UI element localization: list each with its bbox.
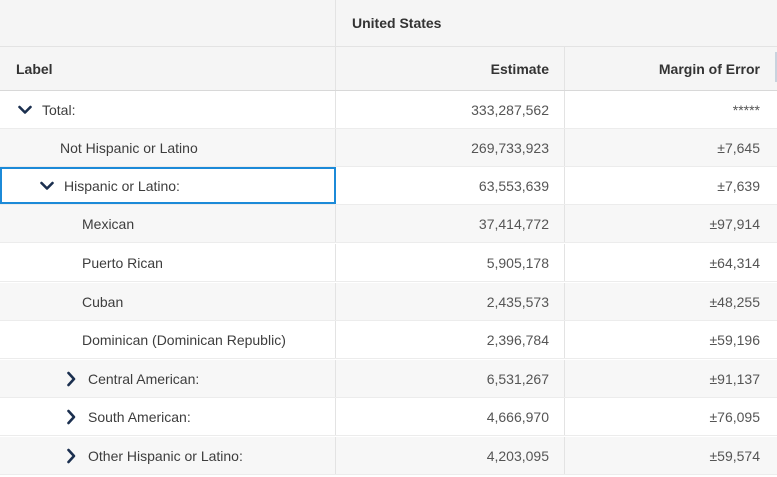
estimate-cell: 4,203,095 — [336, 437, 565, 474]
header-blank-cell — [0, 0, 336, 46]
estimate-cell: 269,733,923 — [336, 129, 565, 166]
moe-cell: ±76,095 — [709, 408, 760, 425]
moe-cell: ±7,639 — [717, 177, 760, 194]
row-label-cell: South American: — [0, 398, 336, 435]
estimate-column-header[interactable]: Estimate — [336, 47, 565, 90]
row-label-cell: Central American: — [0, 360, 336, 397]
table-row: South American: 4,666,970 ±76,095 — [0, 398, 777, 436]
table-row: Total: 333,287,562 ***** — [0, 91, 777, 129]
row-label-cell[interactable]: Hispanic or Latino: — [0, 167, 336, 204]
column-resize-handle[interactable] — [775, 52, 777, 82]
estimate-cell: 2,435,573 — [336, 283, 565, 320]
moe-column-header[interactable]: Margin of Error — [658, 60, 760, 77]
row-label: Puerto Rican — [82, 254, 163, 271]
row-label: Cuban — [82, 293, 124, 310]
moe-cell: ±91,137 — [709, 370, 760, 387]
estimate-cell: 6,531,267 — [336, 360, 565, 397]
moe-cell: ±64,314 — [709, 254, 760, 271]
table-row: Cuban 2,435,573 ±48,255 — [0, 283, 777, 321]
table-row: Dominican (Dominican Republic) 2,396,784… — [0, 321, 777, 359]
estimate-cell: 63,553,639 — [336, 167, 565, 204]
estimate-cell: 333,287,562 — [336, 91, 565, 128]
estimate-cell: 4,666,970 — [336, 398, 565, 435]
estimate-cell: 5,905,178 — [336, 244, 565, 281]
header-columns-row: Label Estimate Margin of Error — [0, 47, 777, 91]
label-column-header[interactable]: Label — [0, 47, 336, 90]
table-row: Not Hispanic or Latino 269,733,923 ±7,64… — [0, 129, 777, 167]
row-label: Dominican (Dominican Republic) — [82, 331, 286, 348]
header-geo-row: United States — [0, 0, 777, 47]
chevron-right-icon[interactable] — [62, 408, 80, 426]
row-label: Mexican — [82, 215, 135, 232]
table-row: Other Hispanic or Latino: 4,203,095 ±59,… — [0, 437, 777, 475]
row-label: Other Hispanic or Latino: — [88, 447, 243, 464]
row-label: Central American: — [88, 370, 200, 387]
chevron-down-icon[interactable] — [16, 101, 34, 119]
row-label: Not Hispanic or Latino — [60, 139, 198, 156]
chevron-right-icon[interactable] — [62, 370, 80, 388]
table-row: Mexican 37,414,772 ±97,914 — [0, 205, 777, 243]
row-label-cell: Puerto Rican — [0, 244, 336, 281]
row-label: Total: — [42, 101, 76, 118]
row-label: Hispanic or Latino: — [64, 177, 180, 194]
moe-cell: ±48,255 — [709, 293, 760, 310]
estimate-cell: 37,414,772 — [336, 205, 565, 242]
row-label-cell: Total: — [0, 91, 336, 128]
moe-cell: ±59,574 — [709, 447, 760, 464]
row-label-cell: Mexican — [0, 205, 336, 242]
table-row: Puerto Rican 5,905,178 ±64,314 — [0, 244, 777, 282]
row-label-cell: Not Hispanic or Latino — [0, 129, 336, 166]
moe-cell: ±97,914 — [709, 215, 760, 232]
chevron-down-icon[interactable] — [38, 177, 56, 195]
geo-column-header[interactable]: United States — [352, 15, 442, 31]
row-label-cell: Dominican (Dominican Republic) — [0, 321, 336, 358]
estimate-cell: 2,396,784 — [336, 321, 565, 358]
row-label-cell: Other Hispanic or Latino: — [0, 437, 336, 474]
moe-cell: ***** — [732, 101, 760, 118]
row-label-cell: Cuban — [0, 283, 336, 320]
moe-cell: ±59,196 — [709, 331, 760, 348]
chevron-right-icon[interactable] — [62, 447, 80, 465]
table-row: Hispanic or Latino: 63,553,639 ±7,639 — [0, 167, 777, 205]
moe-cell: ±7,645 — [717, 139, 760, 156]
row-label: South American: — [88, 408, 191, 425]
table-row: Central American: 6,531,267 ±91,137 — [0, 360, 777, 398]
